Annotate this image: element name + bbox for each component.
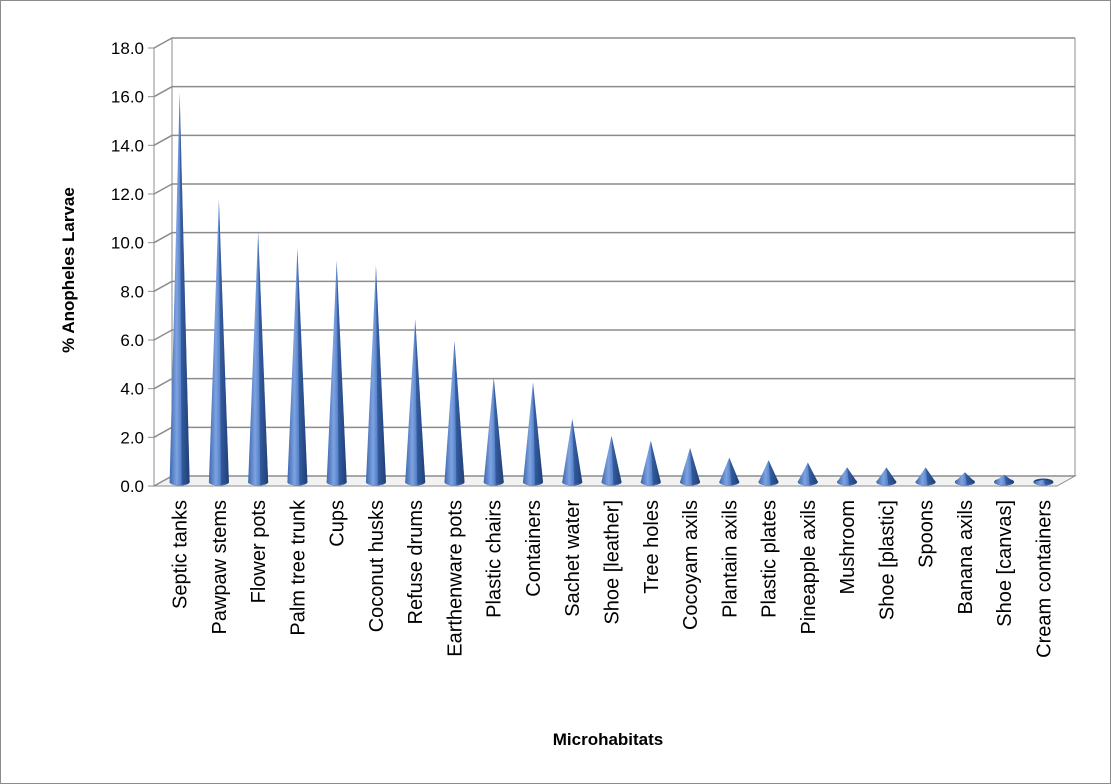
bar [758, 460, 779, 486]
y-tick-label: 0.0 [120, 477, 144, 496]
side-wall [153, 37, 173, 487]
bar-shade [454, 340, 465, 485]
bar [719, 457, 740, 486]
x-tick-label: Palm tree trunk [287, 499, 309, 636]
gridline-slant [153, 183, 173, 195]
gridline-slant [153, 37, 173, 49]
bar [837, 467, 858, 486]
x-tick-label: Cocoyam axils [680, 500, 702, 630]
bar-shade [611, 435, 622, 485]
x-tick-label: Shoe [leather] [602, 500, 624, 625]
x-tick-label: Earthenware pots [444, 500, 466, 657]
bar-shade [807, 462, 818, 485]
bar [915, 467, 936, 486]
y-tick-label: 18.0 [111, 39, 144, 58]
bar [601, 435, 622, 486]
bar-shade [336, 260, 347, 485]
x-tick-label: Cream containers [1033, 500, 1055, 658]
bar-shade [218, 199, 229, 485]
gridline-slant [153, 280, 173, 292]
gridline-slant [153, 426, 173, 438]
x-tick-label: Spoons [916, 500, 938, 568]
bar [797, 462, 818, 486]
bar-shade [572, 418, 583, 485]
bar-shade [886, 467, 897, 485]
bar-shade [493, 377, 504, 485]
x-tick-label: Coconut husks [366, 500, 388, 632]
x-tick-label: Plastic chairs [484, 500, 506, 618]
x-tick-label: Sachet water [562, 500, 584, 617]
bar [405, 318, 426, 486]
bar [365, 265, 386, 486]
bar-shade [532, 382, 543, 485]
bars [169, 92, 1054, 486]
x-tick-label: Septic tanks [170, 500, 192, 609]
y-tick-label: 4.0 [120, 380, 144, 399]
bar [680, 447, 701, 486]
gridline-slant [153, 329, 173, 341]
x-tick-label: Flower pots [248, 500, 270, 603]
x-tick-label: Shoe [canvas] [994, 500, 1016, 627]
x-tick-label: Banana axils [955, 500, 977, 615]
x-tick-label: Refuse drums [405, 500, 427, 625]
bar [640, 440, 661, 486]
x-tick-label: Plantain axils [719, 500, 741, 618]
gridline-slant [153, 86, 173, 98]
y-tick-label: 8.0 [120, 282, 144, 301]
x-tick-label: Cups [327, 500, 349, 547]
bar-shade [415, 318, 426, 485]
bar-shade [690, 447, 701, 485]
bar [954, 472, 975, 486]
x-axis-labels: Septic tanks Pawpaw stems Flower pots Palm … [170, 499, 1056, 658]
bar [522, 382, 543, 486]
bar [876, 467, 897, 486]
bar [248, 231, 269, 486]
x-tick-label: Pawpaw stems [209, 500, 231, 635]
x-tick-label: Containers [523, 500, 545, 597]
gridline-slant [153, 475, 173, 487]
gridline-slant [153, 232, 173, 244]
bar-shade [964, 472, 975, 485]
bar [444, 340, 465, 486]
y-tick-label: 6.0 [120, 331, 144, 350]
y-tick-label: 14.0 [111, 136, 144, 155]
y-tick-label: 16.0 [111, 88, 144, 107]
y-tick-label: 10.0 [111, 234, 144, 253]
bar-shade [179, 92, 190, 486]
x-tick-label: Mushroom [837, 500, 859, 594]
bar [287, 248, 308, 486]
bar-shade [258, 231, 269, 485]
x-tick-label: Shoe [plastic] [876, 500, 898, 620]
bar [169, 92, 190, 486]
bar-shade [375, 265, 386, 485]
bar [326, 260, 347, 486]
y-tick-label: 12.0 [111, 185, 144, 204]
y-tick-label: 2.0 [120, 428, 144, 447]
bar [994, 474, 1015, 486]
bar [208, 199, 229, 486]
x-tick-label: Pineapple axils [798, 500, 820, 635]
x-axis-title: Microhabitats [553, 730, 664, 749]
y-axis-title: % Anopheles Larvae [59, 187, 78, 353]
y-axis-ticks: 0.0 2.0 4.0 6.0 8.0 10.0 12.0 14.0 16.0 18.0 [111, 39, 155, 496]
bar-shade [650, 440, 661, 485]
bar [1033, 478, 1054, 486]
bar-shade [768, 460, 779, 485]
bar-shade [729, 457, 740, 485]
bar-shade [1004, 474, 1015, 485]
bar-shade [297, 248, 308, 485]
bar [483, 377, 504, 486]
x-tick-label: Tree holes [641, 500, 663, 594]
bar-shade [1043, 479, 1054, 485]
bar-shade [925, 467, 936, 485]
bar-shade [847, 467, 858, 485]
gridline-slant [153, 134, 173, 146]
x-tick-label: Plastic plates [759, 500, 781, 618]
gridline-slant [153, 378, 173, 390]
bar [562, 418, 583, 486]
